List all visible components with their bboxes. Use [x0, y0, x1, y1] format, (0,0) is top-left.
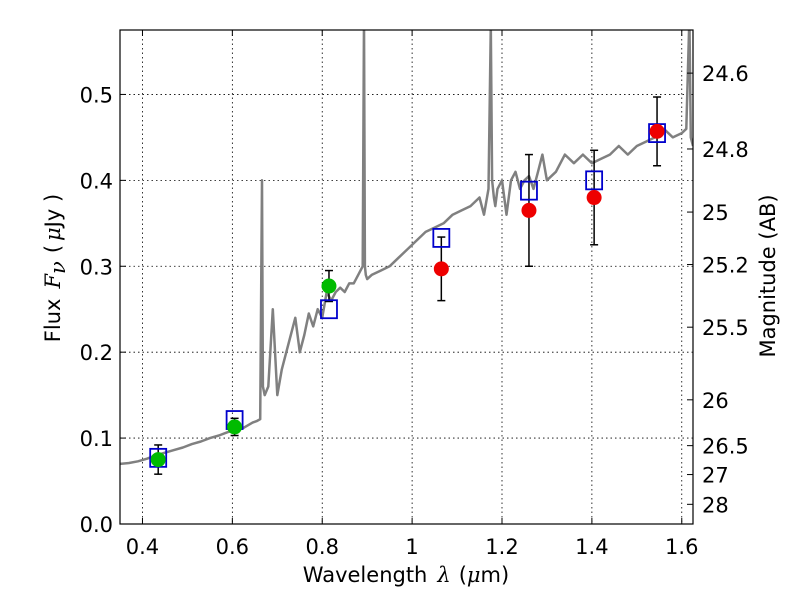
y2-tick-label: 25.5 — [702, 316, 749, 340]
y-tick-label: 0.0 — [80, 513, 113, 537]
axis-ticks: 0.4 0.6 0.8 1 1.2 1.4 1.6 0.0 0.1 0.2 0.3 0.4 0.5 24.… — [80, 30, 749, 559]
plot-frame — [119, 29, 694, 525]
x-tick-label: 1.6 — [665, 535, 698, 559]
grid — [120, 30, 693, 525]
y2-tick-label: 26.5 — [702, 435, 749, 459]
y2-tick-label: 24.6 — [702, 62, 749, 86]
x-tick-label: 1.4 — [575, 535, 608, 559]
y-tick-label: 0.1 — [80, 427, 113, 451]
y2-tick-label: 25.2 — [702, 254, 749, 278]
y-tick-label: 0.5 — [80, 83, 113, 107]
y-tick-label: 0.2 — [80, 341, 113, 365]
observed-point — [433, 261, 449, 277]
data-marks — [149, 96, 666, 475]
plot-background — [120, 30, 693, 524]
y2-tick-label: 26 — [702, 389, 729, 413]
model-photometry-point — [432, 228, 451, 248]
model-photometry-point — [585, 170, 604, 191]
observed-point — [227, 419, 243, 435]
y2-tick-label: 28 — [702, 493, 729, 517]
x-tick-label: 1 — [405, 535, 418, 559]
x-tick-label: 0.8 — [306, 535, 339, 559]
plot-area — [120, 30, 693, 466]
y-tick-label: 0.4 — [80, 169, 113, 193]
observed-point — [521, 202, 537, 218]
y-axis-label: FluxFν(μJy ) — [41, 194, 70, 342]
model-photometry-point — [520, 180, 538, 201]
y-tick-label: 0.3 — [80, 255, 113, 279]
y2-axis-label: Magnitude (AB) — [756, 194, 780, 357]
observed-point — [150, 452, 166, 468]
x-axis-label: Wavelength λ (μm) — [303, 563, 509, 587]
spectrum-line — [120, 30, 693, 466]
x-tick-label: 0.6 — [216, 535, 249, 559]
y2-tick-label: 24.8 — [702, 138, 749, 162]
y2-tick-label: 25 — [702, 201, 729, 225]
observed-point — [586, 190, 602, 206]
y2-tick-label: 27 — [702, 464, 729, 488]
observed-point — [321, 278, 337, 294]
x-tick-label: 0.4 — [126, 535, 159, 559]
x-tick-label: 1.2 — [485, 535, 518, 559]
observed-point — [649, 123, 665, 139]
model-photometry-point — [320, 299, 338, 320]
